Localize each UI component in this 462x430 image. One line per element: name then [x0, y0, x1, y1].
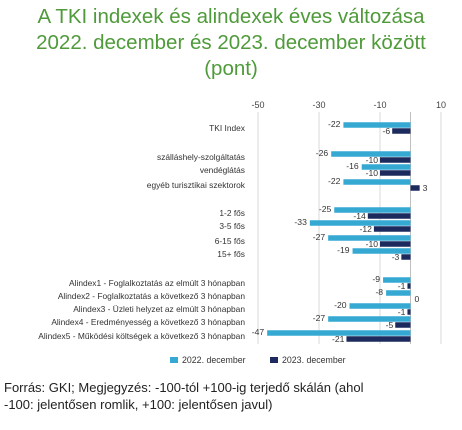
- data-label-2022: -26: [316, 148, 329, 158]
- data-label-2022: -25: [319, 204, 332, 214]
- category-label: Alindex4 - Eredményesség a következő 3 h…: [51, 317, 245, 327]
- bar-2023: [401, 254, 411, 260]
- bar-2023: [407, 283, 411, 289]
- bar-2022: [361, 164, 411, 170]
- legend-label-2023: 2023. december: [282, 355, 346, 365]
- source-line-1: Forrás: GKI; Megjegyzés: -100-tól +100-i…: [4, 380, 364, 395]
- bar-2022: [328, 235, 411, 241]
- data-label-2023: -1: [398, 281, 406, 291]
- data-label-2023: -1: [398, 307, 406, 317]
- data-label-2023: -5: [386, 320, 394, 330]
- data-label-2022: -47: [252, 327, 265, 337]
- source-note: Forrás: GKI; Megjegyzés: -100-tól +100-i…: [4, 379, 456, 413]
- data-label-2023: -12: [359, 224, 372, 234]
- data-label-2022: -8: [375, 287, 383, 297]
- bar-2022: [383, 277, 411, 283]
- category-label: 1-2 fős: [219, 208, 245, 218]
- title-line-3: (pont): [204, 57, 258, 80]
- data-label-2022: -22: [328, 176, 341, 186]
- bar-2022: [334, 207, 411, 213]
- x-tick-label: -30: [312, 100, 325, 110]
- data-label-2022: -9: [372, 274, 380, 284]
- bar-2023: [407, 309, 411, 315]
- bar-2022: [343, 122, 411, 128]
- data-label-2023: 0: [415, 294, 420, 304]
- data-label-2023: -10: [366, 155, 379, 165]
- data-label-2022: -33: [294, 217, 307, 227]
- bar-2023: [373, 226, 411, 232]
- category-label: TKI Index: [209, 123, 246, 133]
- bar-2022: [328, 316, 411, 322]
- bar-2023: [346, 336, 411, 342]
- legend-swatch-2022: [170, 357, 178, 363]
- bar-2022: [309, 220, 411, 226]
- data-label-2022: -19: [337, 245, 350, 255]
- bar-2023: [395, 322, 411, 328]
- data-label-2023: -10: [366, 168, 379, 178]
- x-tick-label: -10: [373, 100, 386, 110]
- data-label-2023: -21: [332, 334, 345, 344]
- data-label-2022: -16: [346, 161, 359, 171]
- x-tick-label: -50: [251, 100, 264, 110]
- bar-2022: [352, 248, 411, 254]
- category-label: 3-5 fős: [219, 221, 245, 231]
- category-label: 6-15 fős: [215, 236, 245, 246]
- category-label: szálláshely-szolgáltatás: [157, 152, 245, 162]
- bar-2022: [386, 290, 411, 296]
- category-label: Alindex5 - Működési költségek a következ…: [38, 331, 245, 341]
- source-line-2: -100: jelentősen romlik, +100: jelentőse…: [4, 397, 273, 412]
- legend-swatch-2023: [270, 357, 278, 363]
- category-label: Alindex3 - Üzleti helyzet az elmúlt 3 hó…: [73, 304, 245, 314]
- bar-2022: [331, 151, 411, 157]
- bar-2023: [380, 157, 411, 163]
- chart-title: A TKI indexek és alindexek éves változás…: [0, 4, 462, 82]
- data-label-2023: -6: [383, 126, 391, 136]
- bar-2022: [343, 179, 411, 185]
- data-label-2022: -20: [334, 300, 347, 310]
- title-line-1: A TKI indexek és alindexek éves változás…: [37, 5, 425, 28]
- data-label-2022: -22: [328, 119, 341, 129]
- data-label-2022: -27: [313, 232, 326, 242]
- bar-2022: [349, 303, 411, 309]
- bar-2023: [380, 241, 411, 247]
- category-label: 15+ fős: [217, 249, 245, 259]
- category-label: Alindex1 - Foglalkoztatás az elmúlt 3 hó…: [69, 278, 245, 288]
- bar-2023: [367, 213, 411, 219]
- data-label-2023: -3: [392, 252, 400, 262]
- bar-2023: [410, 185, 420, 191]
- data-label-2022: -27: [313, 313, 326, 323]
- bar-2023: [392, 128, 411, 134]
- legend-label-2022: 2022. december: [182, 355, 246, 365]
- category-label: vendéglátás: [200, 165, 245, 175]
- bar-2023: [380, 170, 411, 176]
- category-label: egyéb turisztikai szektorok: [147, 180, 246, 190]
- bar-2022: [267, 330, 411, 336]
- data-label-2023: 3: [423, 183, 428, 193]
- category-label: Alindex2 - Foglalkoztatás a következő 3 …: [58, 291, 246, 301]
- title-line-2: 2022. december és 2023. december között: [36, 31, 426, 54]
- data-label-2023: -14: [353, 211, 366, 221]
- data-label-2023: -10: [366, 239, 379, 249]
- x-tick-label: 10: [436, 100, 446, 110]
